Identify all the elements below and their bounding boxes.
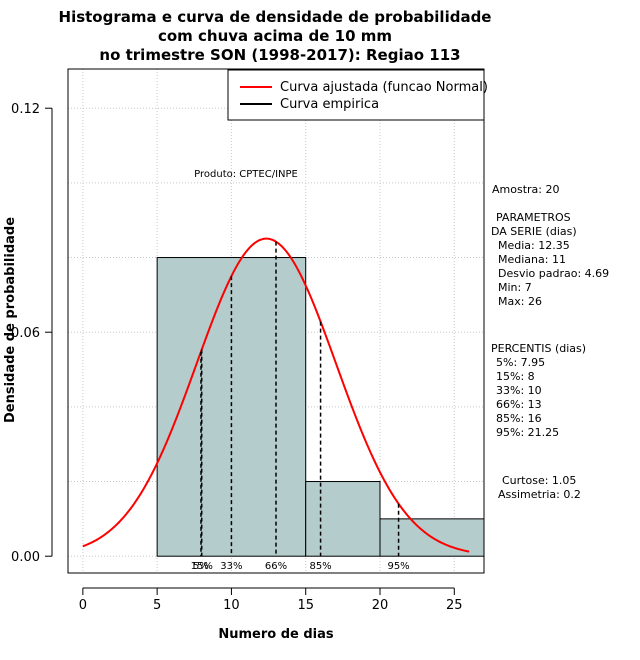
y-axis-title: Densidade de probabilidade <box>3 217 18 423</box>
stats-percentis-header: PERCENTIS (dias) <box>491 342 586 355</box>
stats-params-header-2: DA SERIE (dias) <box>491 225 577 238</box>
x-tick-label: 15 <box>297 598 314 613</box>
chart-title-line-1: Histograma e curva de densidade de proba… <box>59 8 492 26</box>
legend-label-empirical: Curva empirica <box>280 97 379 112</box>
y-tick-label: 0.06 <box>11 326 40 341</box>
x-axis-title: Numero de dias <box>218 627 334 642</box>
x-tick-label: 0 <box>79 598 87 613</box>
percentile-label: 15% <box>191 561 213 572</box>
legend-label-fitted: Curva ajustada (funcao Normal) <box>280 80 488 95</box>
stats-p5: 5%: 7.95 <box>496 356 545 369</box>
percentile-label: 33% <box>220 561 242 572</box>
stats-p66: 66%: 13 <box>496 398 542 411</box>
legend: Curva ajustada (funcao Normal) Curva emp… <box>227 69 488 121</box>
stats-p33: 33%: 10 <box>496 384 542 397</box>
stats-mean: Media: 12.35 <box>498 239 570 252</box>
stats-params-header-1: PARAMETROS <box>496 211 571 224</box>
y-axis: 0.00 0.06 0.12 <box>11 102 53 565</box>
stats-max: Max: 26 <box>498 295 542 308</box>
product-annotation: Produto: CPTEC/INPE <box>194 169 298 180</box>
stats-min: Min: 7 <box>498 281 532 294</box>
stats-sd: Desvio padrao: 4.69 <box>498 267 609 280</box>
percentile-label: 5% <box>193 561 209 572</box>
histogram-bar <box>156 257 307 557</box>
x-tick-label: 5 <box>153 598 161 613</box>
x-axis: 0 5 10 15 20 25 <box>79 587 463 613</box>
percentile-lines-layer: 5%15% 33% 66% 85% 95% <box>191 241 410 572</box>
stats-skewness: Assimetria: 0.2 <box>498 488 581 501</box>
histogram-bar <box>305 481 381 557</box>
stats-median: Mediana: 11 <box>498 253 566 266</box>
stats-sample: Amostra: 20 <box>492 183 559 196</box>
stats-panel: Amostra: 20 PARAMETROS DA SERIE (dias) M… <box>491 183 609 501</box>
x-tick-label: 10 <box>223 598 240 613</box>
percentile-label: 95% <box>387 561 409 572</box>
percentile-label: 85% <box>309 561 331 572</box>
chart-title-line-2: com chuva acima de 10 mm <box>158 27 392 45</box>
chart-title-line-3: no trimestre SON (1998-2017): Regiao 113 <box>99 46 460 64</box>
y-tick-label: 0.00 <box>11 550 40 565</box>
stats-kurtosis: Curtose: 1.05 <box>502 474 576 487</box>
percentile-label: 66% <box>265 561 287 572</box>
legend-box <box>227 69 485 121</box>
plot-frame <box>67 68 485 574</box>
stats-p15: 15%: 8 <box>496 370 535 383</box>
x-tick-label: 25 <box>446 598 463 613</box>
x-tick-label: 20 <box>372 598 389 613</box>
stats-p95: 95%: 21.25 <box>496 426 559 439</box>
stats-p85: 85%: 16 <box>496 412 542 425</box>
y-tick-label: 0.12 <box>11 102 40 117</box>
